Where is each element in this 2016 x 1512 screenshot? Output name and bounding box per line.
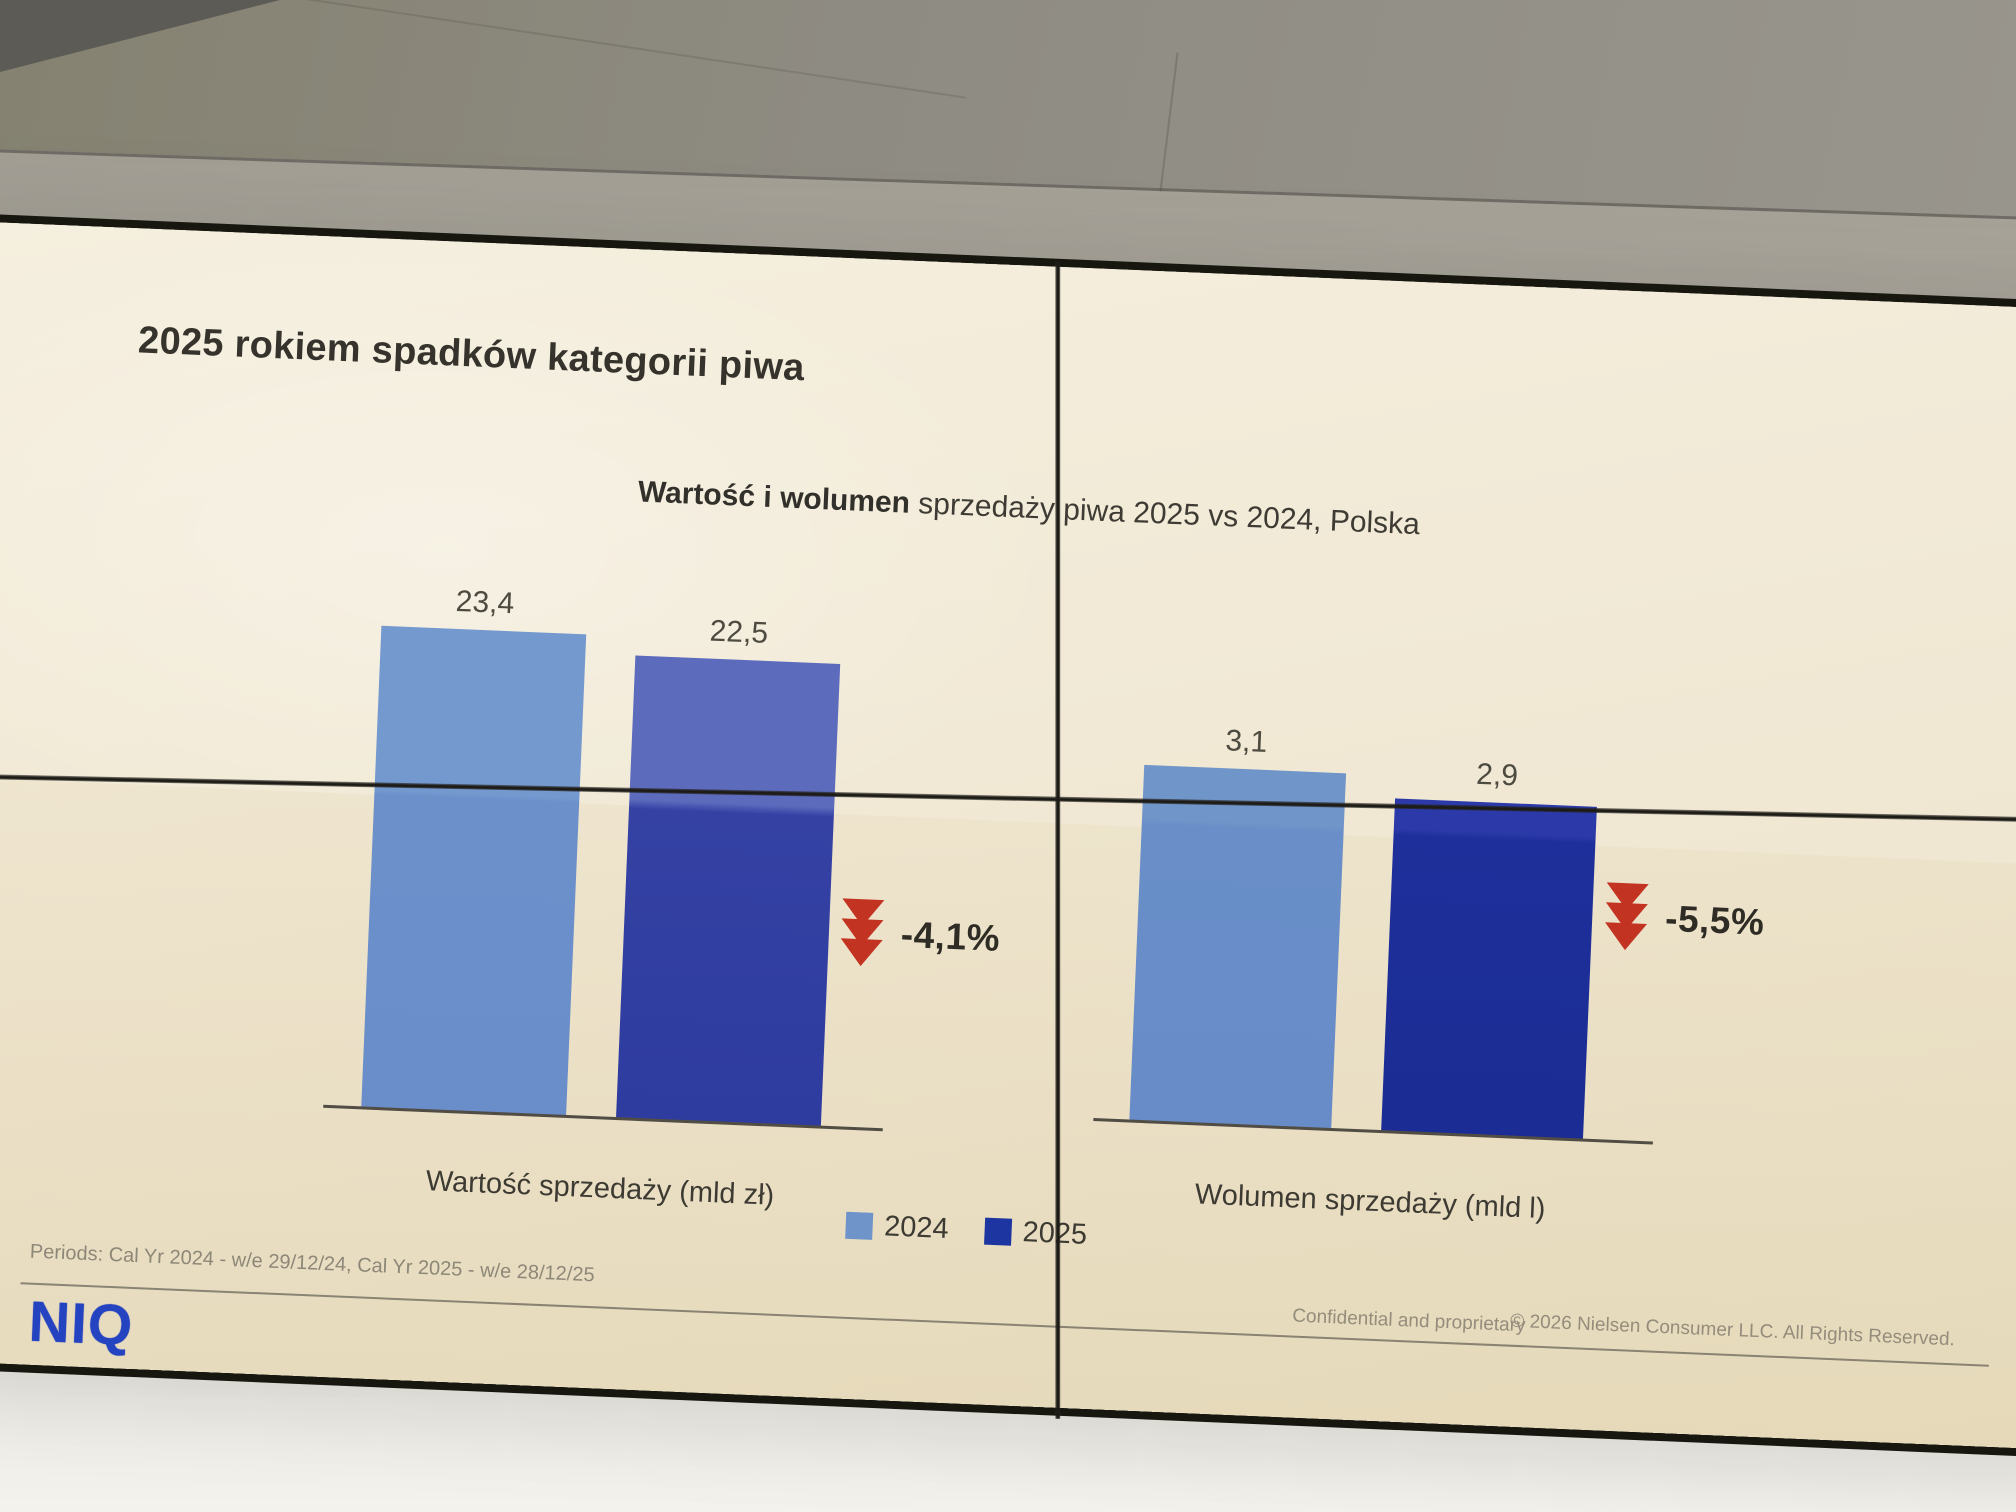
legend-swatch-2024 [845, 1211, 874, 1240]
bar-value-label: 22,5 [709, 614, 769, 650]
legend-item-2024: 2024 [845, 1209, 950, 1246]
screen-bezel-vertical-seam [1055, 260, 1061, 1419]
bar-value-label: 3,1 [1224, 724, 1268, 759]
legend-item-2025: 2025 [984, 1215, 1088, 1252]
slide-title: 2025 rokiem spadków kategorii piwa [137, 319, 806, 390]
confidential-note: Confidential and proprietary [1291, 1305, 1526, 1337]
decline-percent: -4,1% [900, 913, 1001, 959]
decline-arrows [839, 898, 885, 968]
screen-bezel-horizontal-seam [0, 773, 2016, 824]
bar-2024-volume: 3,1 [1129, 721, 1348, 1131]
decline-indicator-value: -4,1% [839, 898, 1002, 972]
bar-value-label: 2,9 [1475, 757, 1519, 793]
chart-title: Wartość i wolumen sprzedaży piwa 2025 vs… [0, 447, 2016, 571]
decline-indicator-volume: -5,5% [1603, 882, 1766, 956]
chart-title-rest: sprzedaży piwa 2025 vs 2024, Polska [909, 486, 1421, 542]
bar-rect-2025 [615, 655, 841, 1128]
periods-footnote: Periods: Cal Yr 2024 - w/e 29/12/24, Cal… [29, 1240, 596, 1287]
panel-tint-overlay [0, 776, 2016, 1451]
copyright-note: © 2026 Nielsen Consumer LLC. All Rights … [1509, 1310, 1956, 1351]
bar-2025-value: 22,5 [615, 611, 842, 1128]
bar-value-label: 23,4 [455, 584, 515, 621]
decline-arrow-icon [1603, 922, 1648, 952]
decline-arrows [1603, 882, 1649, 952]
presentation-screen: 2025 rokiem spadków kategorii piwa Warto… [0, 221, 2016, 1451]
chart-title-bold: Wartość i wolumen [637, 475, 911, 520]
decline-percent: -5,5% [1664, 897, 1766, 943]
bar-rect-2024 [1129, 764, 1347, 1131]
bar-2024-value: 23,4 [361, 582, 588, 1117]
legend-label: 2024 [883, 1210, 950, 1246]
bar-rect-2024 [361, 625, 587, 1117]
legend-swatch-2025 [984, 1217, 1013, 1246]
decline-arrow-icon [839, 938, 883, 968]
niq-logo: NIQ [27, 1289, 135, 1358]
bar-rect-2025 [1381, 798, 1597, 1141]
